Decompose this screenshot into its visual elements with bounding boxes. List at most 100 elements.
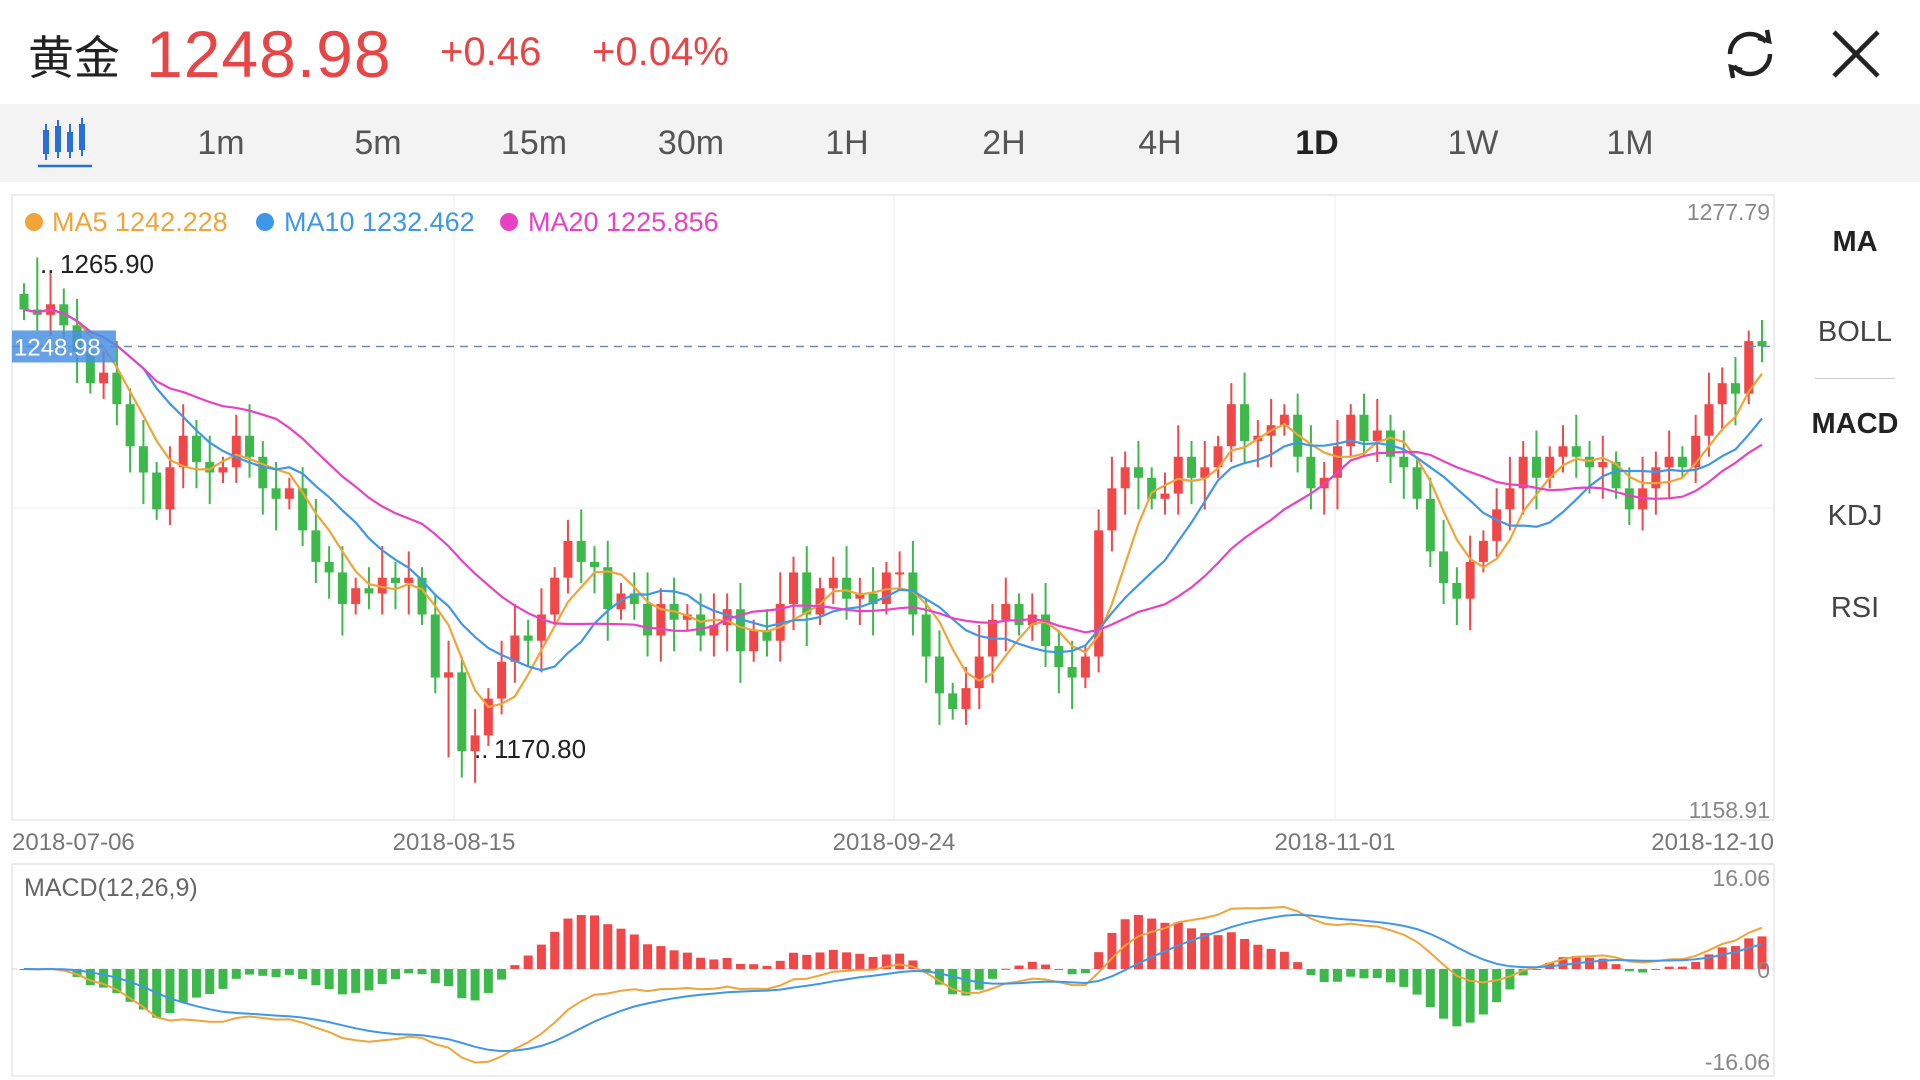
candle-body — [377, 577, 387, 594]
macd-bar — [1346, 969, 1356, 977]
candle-body — [311, 530, 321, 562]
ma-lines-group — [23, 308, 1763, 709]
candle-body — [271, 488, 281, 499]
macd-chart[interactable]: MACD(12,26,9) 16.06 0 -16.06 — [0, 862, 1790, 1080]
macd-bar — [231, 969, 241, 979]
tab-4h[interactable]: 4H — [1138, 124, 1182, 162]
macd-bar — [1585, 957, 1595, 969]
indicator-macd[interactable]: MACD — [1811, 408, 1899, 440]
ma10-line — [23, 308, 1763, 672]
candle-body — [483, 698, 493, 736]
legend-ma5: MA5 1242.228 — [52, 207, 228, 237]
candle-body — [1425, 498, 1435, 552]
candlestick-chart[interactable]: 1248.98 MA5 1242.228 MA10 1232.462 MA20 … — [0, 190, 1790, 870]
macd-bar — [510, 965, 520, 969]
refresh-icon[interactable] — [1720, 24, 1780, 84]
interval-tab-bar: 1m 5m 15m 30m 1H 2H 4H 1D 1W 1M — [0, 104, 1920, 182]
tab-1w[interactable]: 1W — [1447, 124, 1499, 162]
tab-1m[interactable]: 1m — [197, 124, 245, 162]
low-annotation: 1170.80 — [494, 734, 586, 764]
symbol-name: 黄金 — [28, 31, 120, 85]
candle-body — [1571, 446, 1581, 457]
macd-bar — [855, 953, 865, 969]
macd-bar — [497, 969, 507, 980]
high-annotation: 1265.90 — [60, 249, 154, 279]
legend-dot-ma20 — [500, 213, 518, 231]
candle-body — [125, 404, 135, 447]
macd-bar — [988, 969, 998, 979]
indicator-ma[interactable]: MA — [1832, 226, 1878, 258]
tab-1h[interactable]: 1H — [825, 124, 869, 162]
candle-body — [722, 609, 732, 626]
macd-bar — [563, 918, 573, 969]
macd-dea-line — [23, 913, 1763, 1053]
candle-body — [523, 635, 533, 641]
macd-bar — [762, 965, 772, 969]
candle-body — [245, 435, 255, 457]
candle-body — [709, 625, 719, 636]
y-min-label: 1158.91 — [1689, 797, 1770, 823]
tab-5m[interactable]: 5m — [354, 124, 402, 162]
macd-bar — [377, 969, 387, 985]
candlestick-chart-icon[interactable] — [36, 116, 94, 170]
candle-body — [589, 561, 599, 568]
tab-1mo[interactable]: 1M — [1606, 124, 1654, 162]
candle-body — [99, 372, 109, 384]
close-icon[interactable] — [1826, 24, 1886, 84]
candle-body — [828, 577, 838, 589]
ma5-line — [23, 308, 1763, 709]
macd-bar — [1744, 938, 1754, 969]
tab-1d[interactable]: 1D — [1295, 124, 1339, 162]
macd-bar — [99, 969, 109, 988]
macd-bar — [828, 949, 838, 969]
candle-body — [1465, 561, 1475, 599]
macd-bar — [1439, 969, 1449, 1019]
macd-bar — [284, 969, 294, 975]
current-price-label: 1248.98 — [14, 334, 101, 361]
candle-body — [1412, 467, 1422, 499]
macd-bar — [1638, 969, 1648, 973]
macd-bar — [1306, 969, 1316, 975]
macd-bar — [788, 952, 798, 969]
macd-bar — [1730, 946, 1740, 969]
candle-body — [802, 572, 812, 615]
macd-bar — [1386, 969, 1396, 983]
macd-bar — [1213, 935, 1223, 969]
candle-body — [205, 462, 215, 473]
macd-title: MACD(12,26,9) — [24, 874, 198, 902]
x-tick-label: 2018-09-24 — [833, 829, 956, 856]
candle-body — [1240, 404, 1250, 441]
candle-body — [1757, 341, 1767, 347]
macd-bar — [1266, 948, 1276, 969]
macd-bar — [1465, 969, 1475, 1023]
macd-bar — [1558, 957, 1568, 969]
macd-bar — [643, 944, 653, 969]
indicator-kdj[interactable]: KDJ — [1827, 500, 1883, 532]
candle-body — [815, 588, 825, 615]
candle-body — [1531, 456, 1541, 478]
macd-bar — [430, 969, 440, 984]
macd-bar — [656, 946, 666, 969]
candle-body — [1691, 435, 1701, 468]
tab-30m[interactable]: 30m — [657, 124, 725, 162]
macd-bar — [1717, 947, 1727, 969]
macd-bar — [1133, 914, 1143, 969]
candle-body — [1359, 414, 1369, 441]
macd-bar — [629, 934, 639, 969]
macd-bar — [1624, 969, 1634, 972]
macd-bar — [1399, 969, 1409, 987]
ma20-line — [23, 308, 1763, 634]
candle-body — [1279, 414, 1289, 426]
price-change: +0.46 — [440, 30, 542, 74]
candle-body — [934, 656, 944, 694]
candle-body — [762, 630, 772, 641]
macd-dif-line — [23, 905, 1763, 1064]
tab-2h[interactable]: 2H — [982, 124, 1026, 162]
indicator-boll[interactable]: BOLL — [1817, 316, 1893, 348]
macd-bar — [550, 931, 560, 969]
candle-body — [1094, 530, 1104, 657]
candle-body — [258, 456, 268, 489]
indicator-rsi[interactable]: RSI — [1830, 592, 1880, 624]
candle-body — [1147, 477, 1157, 499]
tab-15m[interactable]: 15m — [500, 124, 568, 162]
